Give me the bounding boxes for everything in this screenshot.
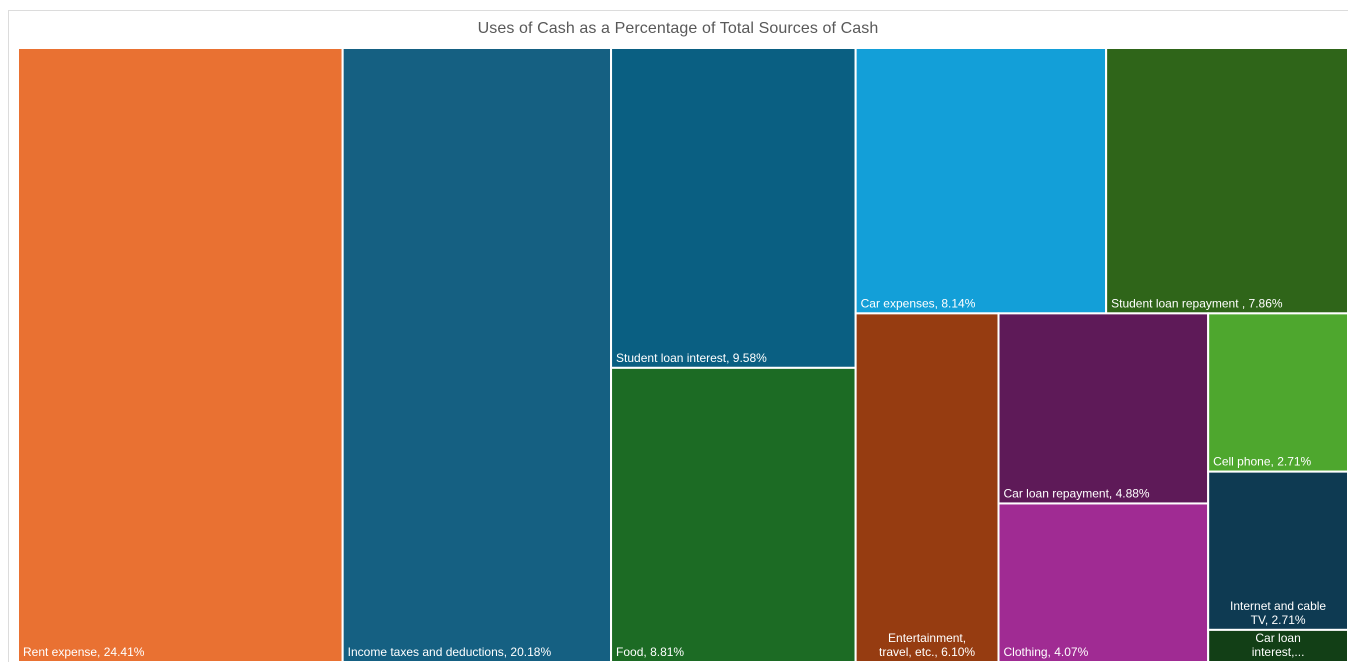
tile-label-car-loan-interest: Car loan interest,...: [1252, 631, 1305, 659]
tile-food[interactable]: Food, 8.81%: [610, 366, 857, 662]
tile-label-cell-phone: Cell phone, 2.71%: [1213, 455, 1311, 469]
tile-label-income-taxes-and-deductions: Income taxes and deductions, 20.18%: [348, 645, 552, 659]
tile-label-entertainment-travel-etc: Entertainment, travel, etc., 6.10%: [879, 631, 975, 659]
tile-rect-entertainment-travel-etc[interactable]: [854, 312, 1000, 662]
tile-entertainment-travel-etc[interactable]: Entertainment, travel, etc., 6.10%: [854, 312, 1000, 662]
tile-label-internet-and-cable-tv: Internet and cable TV, 2.71%: [1230, 599, 1326, 627]
tile-cell-phone[interactable]: Cell phone, 2.71%: [1207, 312, 1348, 473]
tile-label-clothing: Clothing, 4.07%: [1004, 645, 1089, 659]
tile-rent-expense[interactable]: Rent expense, 24.41%: [17, 47, 344, 662]
tile-rect-food[interactable]: [610, 366, 857, 662]
tile-car-loan-repayment[interactable]: Car loan repayment, 4.88%: [997, 312, 1210, 505]
tile-car-expenses[interactable]: Car expenses, 8.14%: [854, 47, 1108, 315]
tile-label-student-loan-interest: Student loan interest, 9.58%: [616, 351, 767, 365]
tile-rect-internet-and-cable-tv[interactable]: [1207, 470, 1348, 631]
tile-label-food: Food, 8.81%: [616, 645, 684, 659]
tile-internet-and-cable-tv[interactable]: Internet and cable TV, 2.71%: [1207, 470, 1348, 631]
tile-rect-student-loan-interest[interactable]: [610, 47, 857, 369]
tile-income-taxes-and-deductions[interactable]: Income taxes and deductions, 20.18%: [341, 47, 613, 662]
tile-label-student-loan-repayment: Student loan repayment , 7.86%: [1111, 296, 1283, 310]
tile-label-car-expenses: Car expenses, 8.14%: [861, 296, 976, 310]
tile-rect-cell-phone[interactable]: [1207, 312, 1348, 473]
chart-title: Uses of Cash as a Percentage of Total So…: [477, 20, 879, 37]
tile-rect-car-expenses[interactable]: [854, 47, 1108, 315]
tile-rect-student-loan-repayment[interactable]: [1105, 47, 1348, 315]
tile-clothing[interactable]: Clothing, 4.07%: [997, 502, 1210, 662]
tile-rect-car-loan-repayment[interactable]: [997, 312, 1210, 505]
tile-car-loan-interest[interactable]: Car loan interest,...: [1207, 628, 1348, 662]
tile-student-loan-repayment[interactable]: Student loan repayment , 7.86%: [1105, 47, 1348, 315]
tile-rect-rent-expense[interactable]: [17, 47, 344, 662]
tile-rect-clothing[interactable]: [997, 502, 1210, 662]
tile-label-car-loan-repayment: Car loan repayment, 4.88%: [1004, 486, 1150, 500]
tile-label-rent-expense: Rent expense, 24.41%: [23, 645, 145, 659]
tile-student-loan-interest[interactable]: Student loan interest, 9.58%: [610, 47, 857, 369]
tile-rect-income-taxes-and-deductions[interactable]: [341, 47, 613, 662]
